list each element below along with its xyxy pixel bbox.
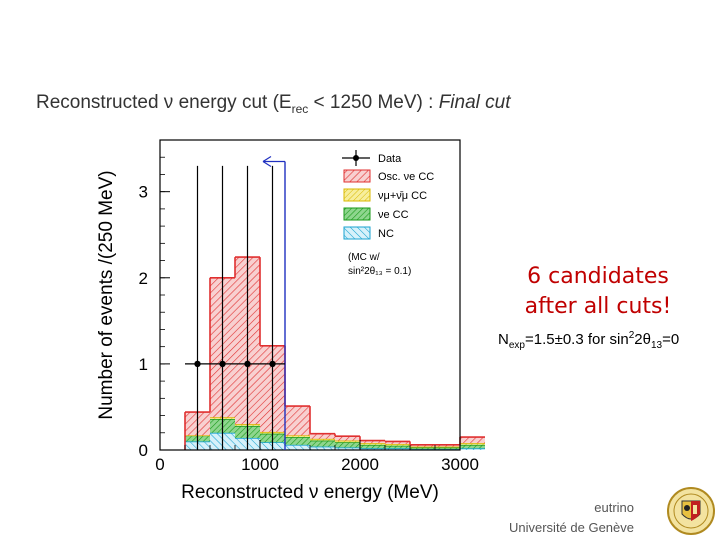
legend-label-2: νe CC (378, 209, 409, 221)
footer-line2: Université de Genève (508, 520, 634, 535)
legend-label-3: NC (378, 228, 394, 240)
footer-line1: eutrino (594, 500, 634, 515)
slide-title: Reconstructed ν energy cut (Erec < 1250 … (36, 92, 511, 116)
y-tick-label-0: 0 (139, 441, 148, 460)
bar-3-6 (335, 447, 360, 450)
bar-3-4 (285, 444, 310, 450)
bar-2-10 (435, 447, 460, 450)
y-tick-label-2: 2 (139, 269, 148, 288)
legend-label-1: νμ+ν̄μ CC (378, 190, 427, 202)
bar-2-6 (335, 442, 360, 448)
legend-swatch-2 (343, 207, 371, 221)
data-point-1 (219, 360, 226, 368)
legend-label-0: Osc. νe CC (378, 171, 434, 183)
data-point-0 (194, 360, 201, 368)
bar-0-4 (285, 406, 310, 436)
candidates-callout: 6 candidates after all cuts! (498, 262, 698, 322)
bar-0-11 (460, 437, 485, 444)
bar-3-8 (385, 448, 410, 450)
data-point-2 (244, 360, 251, 368)
plot-frame (159, 139, 461, 451)
bar-2-8 (385, 445, 410, 449)
university-seal-icon (667, 487, 715, 535)
bar-2-11 (460, 444, 485, 449)
legend-note-1: (MC w/ (348, 252, 380, 263)
legend-data-marker (353, 155, 359, 161)
bar-1-11 (460, 443, 485, 445)
x-tick-label-1000: 1000 (241, 455, 279, 474)
footer: eutrino Université de Genève (434, 498, 634, 538)
candidates-line1: 6 candidates (527, 264, 669, 289)
bar-0-6 (335, 436, 360, 441)
bar-1-5 (310, 438, 335, 441)
bar-0-7 (360, 440, 385, 444)
bar-1-6 (335, 440, 360, 443)
bar-3-11 (460, 448, 485, 450)
legend-data-label: Data (378, 153, 402, 165)
candidates-line2: after all cuts! (524, 294, 672, 319)
x-tick-label-0: 0 (155, 455, 164, 474)
bar-3-5 (310, 446, 335, 450)
bar-2-9 (410, 447, 435, 450)
x-tick-label-2000: 2000 (341, 455, 379, 474)
y-tick-label-1: 1 (139, 355, 148, 374)
bar-0-5 (310, 433, 335, 439)
bar-1-8 (385, 443, 410, 446)
bar-0-8 (385, 441, 410, 444)
cut-arrow-head (262, 156, 272, 168)
bar-0-10 (435, 444, 460, 447)
bar-1-4 (285, 435, 310, 438)
legend-note-2: sin²2θ₁₃ = 0.1) (348, 266, 411, 277)
data-point-3 (269, 360, 276, 368)
y-tick-label-3: 3 (139, 183, 148, 202)
bar-2-7 (360, 444, 385, 449)
expected-events-note: Nexp=1.5±0.3 for sin22θ13=0 (498, 330, 680, 351)
bar-2-4 (285, 437, 310, 445)
energy-histogram: 0 1000 2000 3000 0 1 2 3 Reconstructed ν energy … (96, 139, 485, 503)
x-axis-label: Reconstructed ν energy (MeV) (181, 482, 439, 503)
x-tick-label-3000: 3000 (441, 455, 479, 474)
legend-swatch-0 (343, 169, 371, 183)
y-axis-label: Number of events /(250 MeV) (96, 170, 117, 419)
bar-1-7 (360, 443, 385, 445)
legend-swatch-1 (343, 188, 371, 202)
legend-swatch-3 (343, 226, 371, 240)
bar-2-5 (310, 440, 335, 447)
bar-0-9 (410, 444, 435, 447)
bar-3-7 (360, 448, 385, 450)
